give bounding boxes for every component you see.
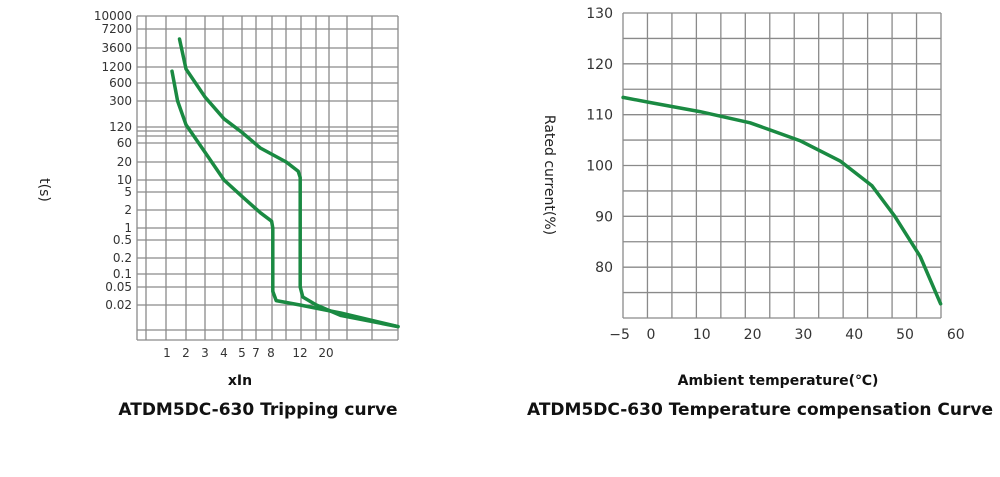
x-tick-label: 20 bbox=[744, 327, 762, 343]
tripping-x-axis-label: xIn bbox=[228, 373, 252, 389]
y-tick-label: 2 bbox=[124, 203, 132, 217]
x-tick-label: 20 bbox=[318, 346, 333, 360]
y-tick-label: 100 bbox=[586, 159, 613, 175]
y-tick-label: 110 bbox=[586, 108, 613, 124]
x-tick-label: 0 bbox=[647, 327, 656, 343]
x-tick-label: 2 bbox=[182, 346, 190, 360]
y-tick-label: 10 bbox=[117, 173, 132, 187]
x-tick-label: 4 bbox=[220, 346, 228, 360]
x-tick-label: −5 bbox=[609, 327, 630, 343]
y-tick-label: 300 bbox=[109, 94, 132, 108]
y-tick-label: 5 bbox=[124, 185, 132, 199]
x-tick-label: 50 bbox=[896, 327, 914, 343]
y-tick-label: 120 bbox=[586, 57, 613, 73]
x-tick-label: 1 bbox=[163, 346, 171, 360]
x-tick-label: 7 bbox=[252, 346, 260, 360]
tripping-chart-title: ATDM5DC-630 Tripping curve bbox=[118, 400, 397, 420]
y-tick-label: 600 bbox=[109, 76, 132, 90]
y-tick-label: 1 bbox=[124, 221, 132, 235]
temperature-x-axis-label: Ambient temperature(℃) bbox=[678, 373, 879, 389]
y-tick-label: 0.1 bbox=[113, 267, 132, 281]
y-tick-label: 0.05 bbox=[105, 280, 132, 294]
y-tick-label: 90 bbox=[595, 209, 613, 225]
temperature-y-axis-label: Rated current(%) bbox=[541, 115, 557, 235]
y-tick-label: 1200 bbox=[101, 60, 132, 74]
tripping-y-axis-label: t(s) bbox=[36, 178, 52, 202]
y-tick-label: 0.2 bbox=[113, 251, 132, 265]
x-tick-label: 30 bbox=[794, 327, 812, 343]
y-tick-label: 3600 bbox=[101, 41, 132, 55]
y-tick-label: 130 bbox=[586, 6, 613, 22]
y-tick-label: 7200 bbox=[101, 22, 132, 36]
x-tick-label: 5 bbox=[238, 346, 246, 360]
y-tick-label: 80 bbox=[595, 260, 613, 276]
y-tick-label: 10000 bbox=[94, 9, 132, 23]
tripping-curve-chart: 1 2 3 4 5 7 8 12 2010000720036001200600300120602… bbox=[94, 9, 400, 360]
lower-curve bbox=[170, 69, 400, 329]
y-tick-label: 20 bbox=[117, 155, 132, 169]
x-tick-label: 12 bbox=[292, 346, 307, 360]
x-tick-label: 60 bbox=[947, 327, 965, 343]
y-tick-label: 0.02 bbox=[105, 298, 132, 312]
x-tick-label: 8 bbox=[267, 346, 275, 360]
x-tick-label: 3 bbox=[201, 346, 209, 360]
y-tick-label: 120 bbox=[109, 120, 132, 134]
temperature-compensation-chart: −5 0 10 20 30 40 50 60 130 120 110 100 90 80 bbox=[586, 6, 964, 343]
y-tick-label: 60 bbox=[117, 136, 132, 150]
x-tick-label: 10 bbox=[693, 327, 711, 343]
y-tick-label: 0.5 bbox=[113, 233, 132, 247]
rated-current bbox=[621, 95, 943, 306]
upper-curve bbox=[177, 37, 400, 329]
temperature-chart-title: ATDM5DC-630 Temperature compensation Cur… bbox=[527, 400, 993, 420]
x-tick-label: 40 bbox=[845, 327, 863, 343]
